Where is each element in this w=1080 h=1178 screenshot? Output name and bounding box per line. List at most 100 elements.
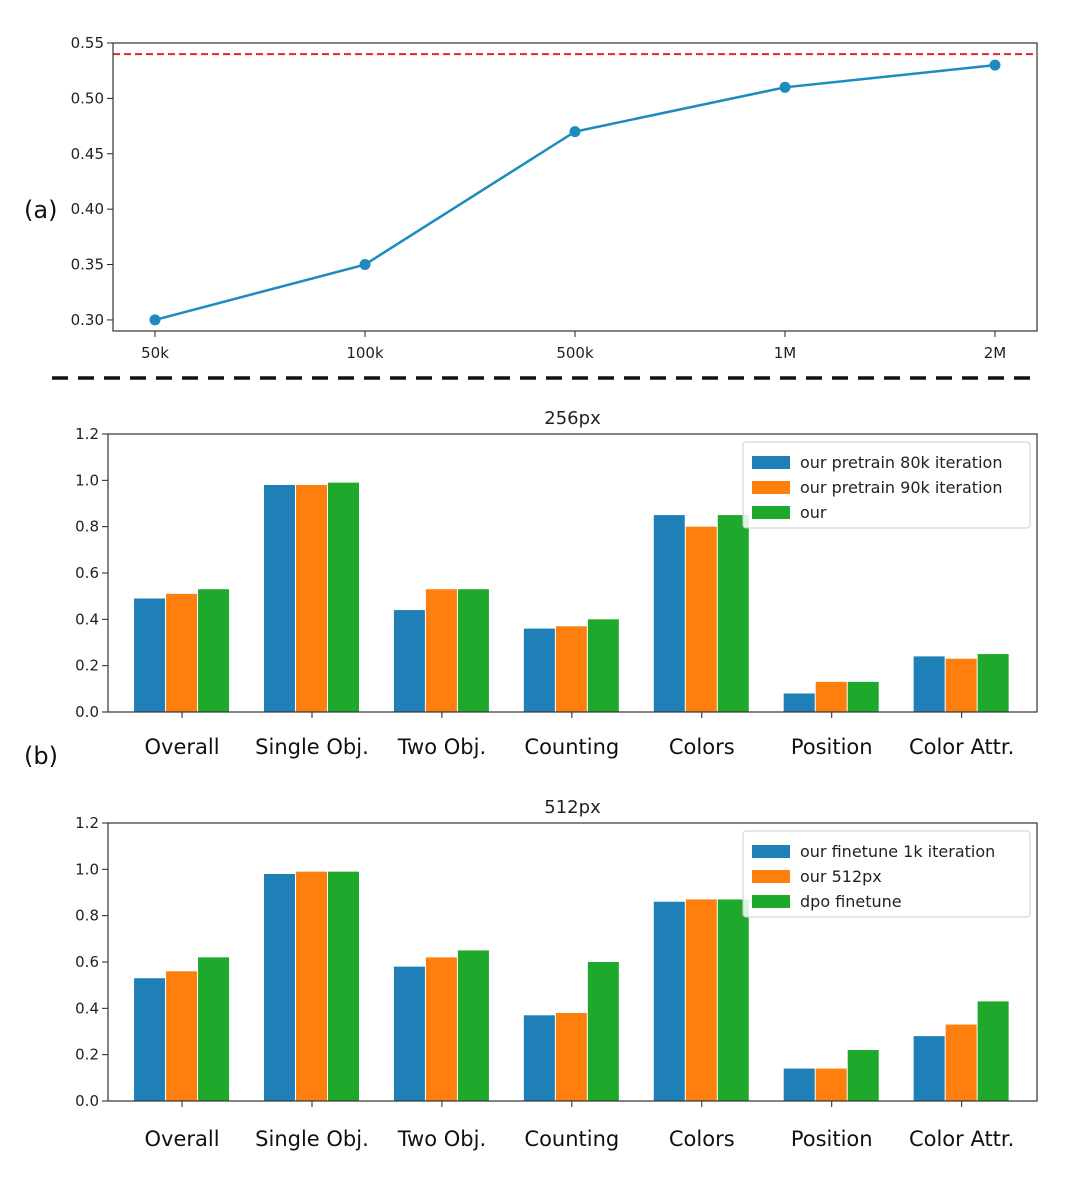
data-point [569, 126, 581, 138]
y-tick-label: 0.8 [75, 518, 99, 536]
bar [457, 950, 489, 1101]
bar [425, 957, 457, 1101]
bar [815, 681, 847, 712]
y-tick-label: 1.0 [75, 860, 99, 878]
chart-title: 256px [544, 408, 601, 429]
y-tick-label: 0.30 [71, 311, 104, 329]
bar [847, 1050, 879, 1101]
x-tick-label: 500k [556, 344, 594, 362]
bar [134, 598, 166, 712]
chart-title: 512px [544, 797, 601, 818]
bar [945, 1024, 977, 1101]
bar [263, 484, 295, 712]
legend-label: our finetune 1k iteration [800, 842, 995, 861]
bar [327, 871, 359, 1101]
bar [166, 971, 198, 1101]
x-tick-label: 100k [346, 344, 384, 362]
category-label: Overall [145, 1127, 220, 1151]
y-tick-label: 0.50 [71, 89, 104, 107]
category-label: Two Obj. [397, 1127, 486, 1151]
bar [587, 962, 619, 1101]
bar [134, 978, 166, 1101]
x-tick-label: 50k [141, 344, 169, 362]
series-line [154, 63, 996, 322]
y-tick-label: 0.2 [75, 657, 99, 675]
bar [523, 1015, 555, 1101]
legend-swatch [752, 456, 790, 469]
bar [913, 1036, 945, 1101]
legend-swatch [752, 506, 790, 519]
category-label: Two Obj. [397, 735, 486, 759]
legend-box [742, 830, 1031, 918]
category-label: Single Obj. [255, 1127, 369, 1151]
bar [717, 515, 749, 712]
y-tick-label: 0.2 [75, 1046, 99, 1064]
legend: our pretrain 80k iteration our pretrain 9… [742, 441, 1031, 529]
y-tick-label: 1.0 [75, 471, 99, 489]
bar [295, 484, 327, 712]
legend-swatch [752, 481, 790, 494]
legend-label: our pretrain 90k iteration [800, 478, 1002, 497]
legend-box [742, 441, 1031, 529]
category-label: Counting [524, 735, 619, 759]
bar [945, 658, 977, 712]
bar [295, 871, 327, 1101]
bar [977, 1001, 1009, 1101]
y-tick-label: 0.55 [71, 34, 104, 52]
legend-label: our 512px [800, 867, 882, 886]
y-tick-label: 0.6 [75, 953, 99, 971]
bar [393, 966, 425, 1101]
category-label: Color Attr. [909, 735, 1014, 759]
bar [198, 957, 230, 1101]
x-tick-label: 2M [984, 344, 1007, 362]
legend-label: our [800, 503, 827, 522]
bar-chart-256px: 256px 0.0 0.2 0.4 0.6 0.8 1.0 1.2 Overall Single … [75, 408, 1038, 759]
plot-frame [107, 822, 1038, 1102]
bar [198, 589, 230, 712]
bar [653, 901, 685, 1101]
bar [653, 515, 685, 712]
bar-chart-512px: 512px 0.0 0.2 0.4 0.6 0.8 1.0 1.2 Overall Single … [75, 797, 1038, 1151]
panel-label-b: (b) [24, 742, 58, 770]
data-point [149, 314, 161, 326]
bar [555, 626, 587, 712]
category-label: Counting [524, 1127, 619, 1151]
y-tick-label: 1.2 [75, 814, 99, 832]
data-point [359, 259, 371, 271]
bar [717, 899, 749, 1101]
bar [523, 628, 555, 712]
category-label: Colors [669, 1127, 735, 1151]
legend-swatch [752, 845, 790, 858]
y-tick-label: 0.8 [75, 907, 99, 925]
bar [847, 681, 879, 712]
category-label: Single Obj. [255, 735, 369, 759]
legend-swatch [752, 870, 790, 883]
category-label: Position [791, 1127, 873, 1151]
y-tick-label: 1.2 [75, 425, 99, 443]
y-tick-label: 0.40 [71, 200, 104, 218]
bar [555, 1012, 587, 1101]
y-tick-label: 0.4 [75, 999, 99, 1017]
bar [977, 654, 1009, 712]
bar [263, 873, 295, 1101]
bar [685, 526, 717, 712]
bar [587, 619, 619, 712]
data-point [989, 59, 1001, 71]
bar [327, 482, 359, 712]
bar [393, 610, 425, 712]
y-tick-label: 0.0 [75, 703, 99, 721]
y-tick-label: 0.4 [75, 610, 99, 628]
category-label: Overall [145, 735, 220, 759]
y-tick-label: 0.35 [71, 256, 104, 274]
bar [913, 656, 945, 712]
plot-frame [112, 42, 1038, 332]
legend: our finetune 1k iteration our 512px dpo fi… [742, 830, 1031, 918]
line-chart-a: 0.30 0.35 0.40 0.45 0.50 0.55 50k 100k 500k 1M 2M [71, 34, 1038, 362]
bar [815, 1068, 847, 1101]
plot-frame [107, 433, 1038, 713]
y-tick-label: 0.6 [75, 564, 99, 582]
panel-label-a: (a) [24, 196, 57, 224]
bar [783, 1068, 815, 1101]
y-tick-label: 0.45 [71, 145, 104, 163]
